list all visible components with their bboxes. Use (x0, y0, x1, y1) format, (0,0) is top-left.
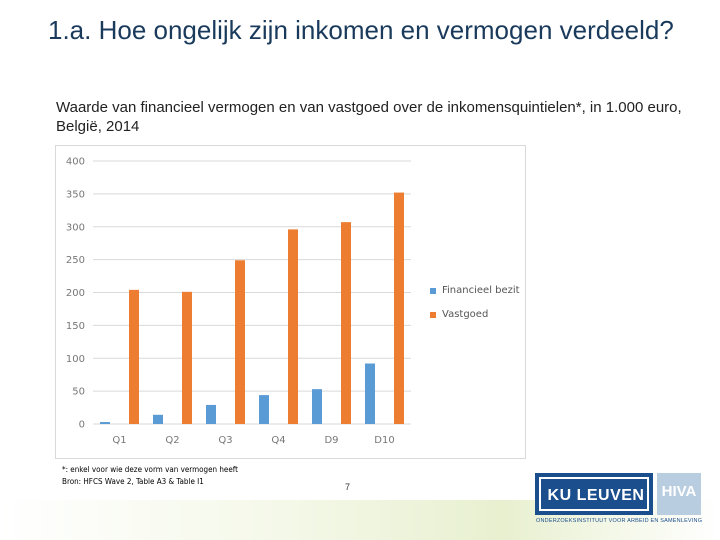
y-tick-label: 150 (66, 321, 85, 332)
y-tick-label: 250 (66, 255, 85, 266)
legend-item-financieel: Financieel bezit (430, 284, 520, 302)
hiva-logo: HIVA (657, 473, 701, 515)
ku-leuven-logo-frame: KU LEUVEN (539, 477, 649, 511)
legend-label-financieel: Financieel bezit (442, 285, 520, 296)
logo-caption: ONDERZOEKSINSTITUUT VOOR ARBEID EN SAMEN… (536, 518, 703, 524)
bar-vastgoed (288, 229, 298, 424)
bar-financieel (259, 395, 269, 424)
legend-item-vastgoed: Vastgoed (430, 308, 520, 326)
bar-financieel (206, 404, 216, 424)
bar-financieel (312, 389, 322, 424)
y-tick-label: 0 (79, 420, 85, 431)
x-tick-label: Q4 (271, 435, 285, 446)
ku-leuven-logo: KU LEUVEN (535, 473, 653, 515)
bar-financieel (100, 422, 110, 424)
y-tick-label: 50 (72, 387, 85, 398)
legend-label-vastgoed: Vastgoed (442, 309, 489, 320)
footnote-definition: *: enkel voor wie deze vorm van vermogen… (62, 465, 238, 474)
y-tick-label: 200 (66, 288, 85, 299)
hiva-logo-text: HIVA (661, 483, 697, 500)
page-number: 7 (345, 482, 351, 492)
chart-subtitle: Waarde van financieel vermogen en van va… (56, 99, 682, 135)
bar-vastgoed (394, 192, 404, 424)
legend-swatch-vastgoed (430, 312, 436, 318)
y-tick-label: 300 (66, 222, 85, 233)
ku-leuven-logo-text: KU LEUVEN (547, 487, 645, 504)
x-tick-label: Q1 (112, 435, 126, 446)
bar-vastgoed (129, 289, 139, 424)
bar-vastgoed (341, 222, 351, 424)
bar-chart: 0 50 100 150 200 250 300 350 400 Q1 Q2 Q3 Q4 D9 D10 (66, 157, 411, 446)
x-tick-label: D9 (324, 435, 338, 446)
y-tick-label: 100 (66, 354, 85, 365)
slide-title: 1.a. Hoe ongelijk zijn inkomen en vermog… (48, 15, 674, 45)
bar-financieel (365, 363, 375, 424)
footnote-source: Bron: HFCS Wave 2, Table A3 & Table I1 (62, 477, 204, 486)
legend-swatch-financieel (430, 288, 436, 294)
y-tick-label: 350 (66, 189, 85, 200)
chart-legend: Financieel bezit Vastgoed (430, 284, 520, 332)
bar-vastgoed (235, 260, 245, 424)
y-tick-label: 400 (66, 157, 85, 168)
x-tick-label: Q2 (165, 435, 179, 446)
x-tick-label: Q3 (218, 435, 232, 446)
x-tick-label: D10 (374, 435, 394, 446)
chart-area: 0 50 100 150 200 250 300 350 400 Q1 Q2 Q3 Q4 D9 D10 Fi… (55, 145, 526, 459)
bar-vastgoed (182, 291, 192, 424)
footnote: *: enkel voor wie deze vorm van vermogen… (62, 464, 238, 488)
bar-financieel (153, 414, 163, 424)
